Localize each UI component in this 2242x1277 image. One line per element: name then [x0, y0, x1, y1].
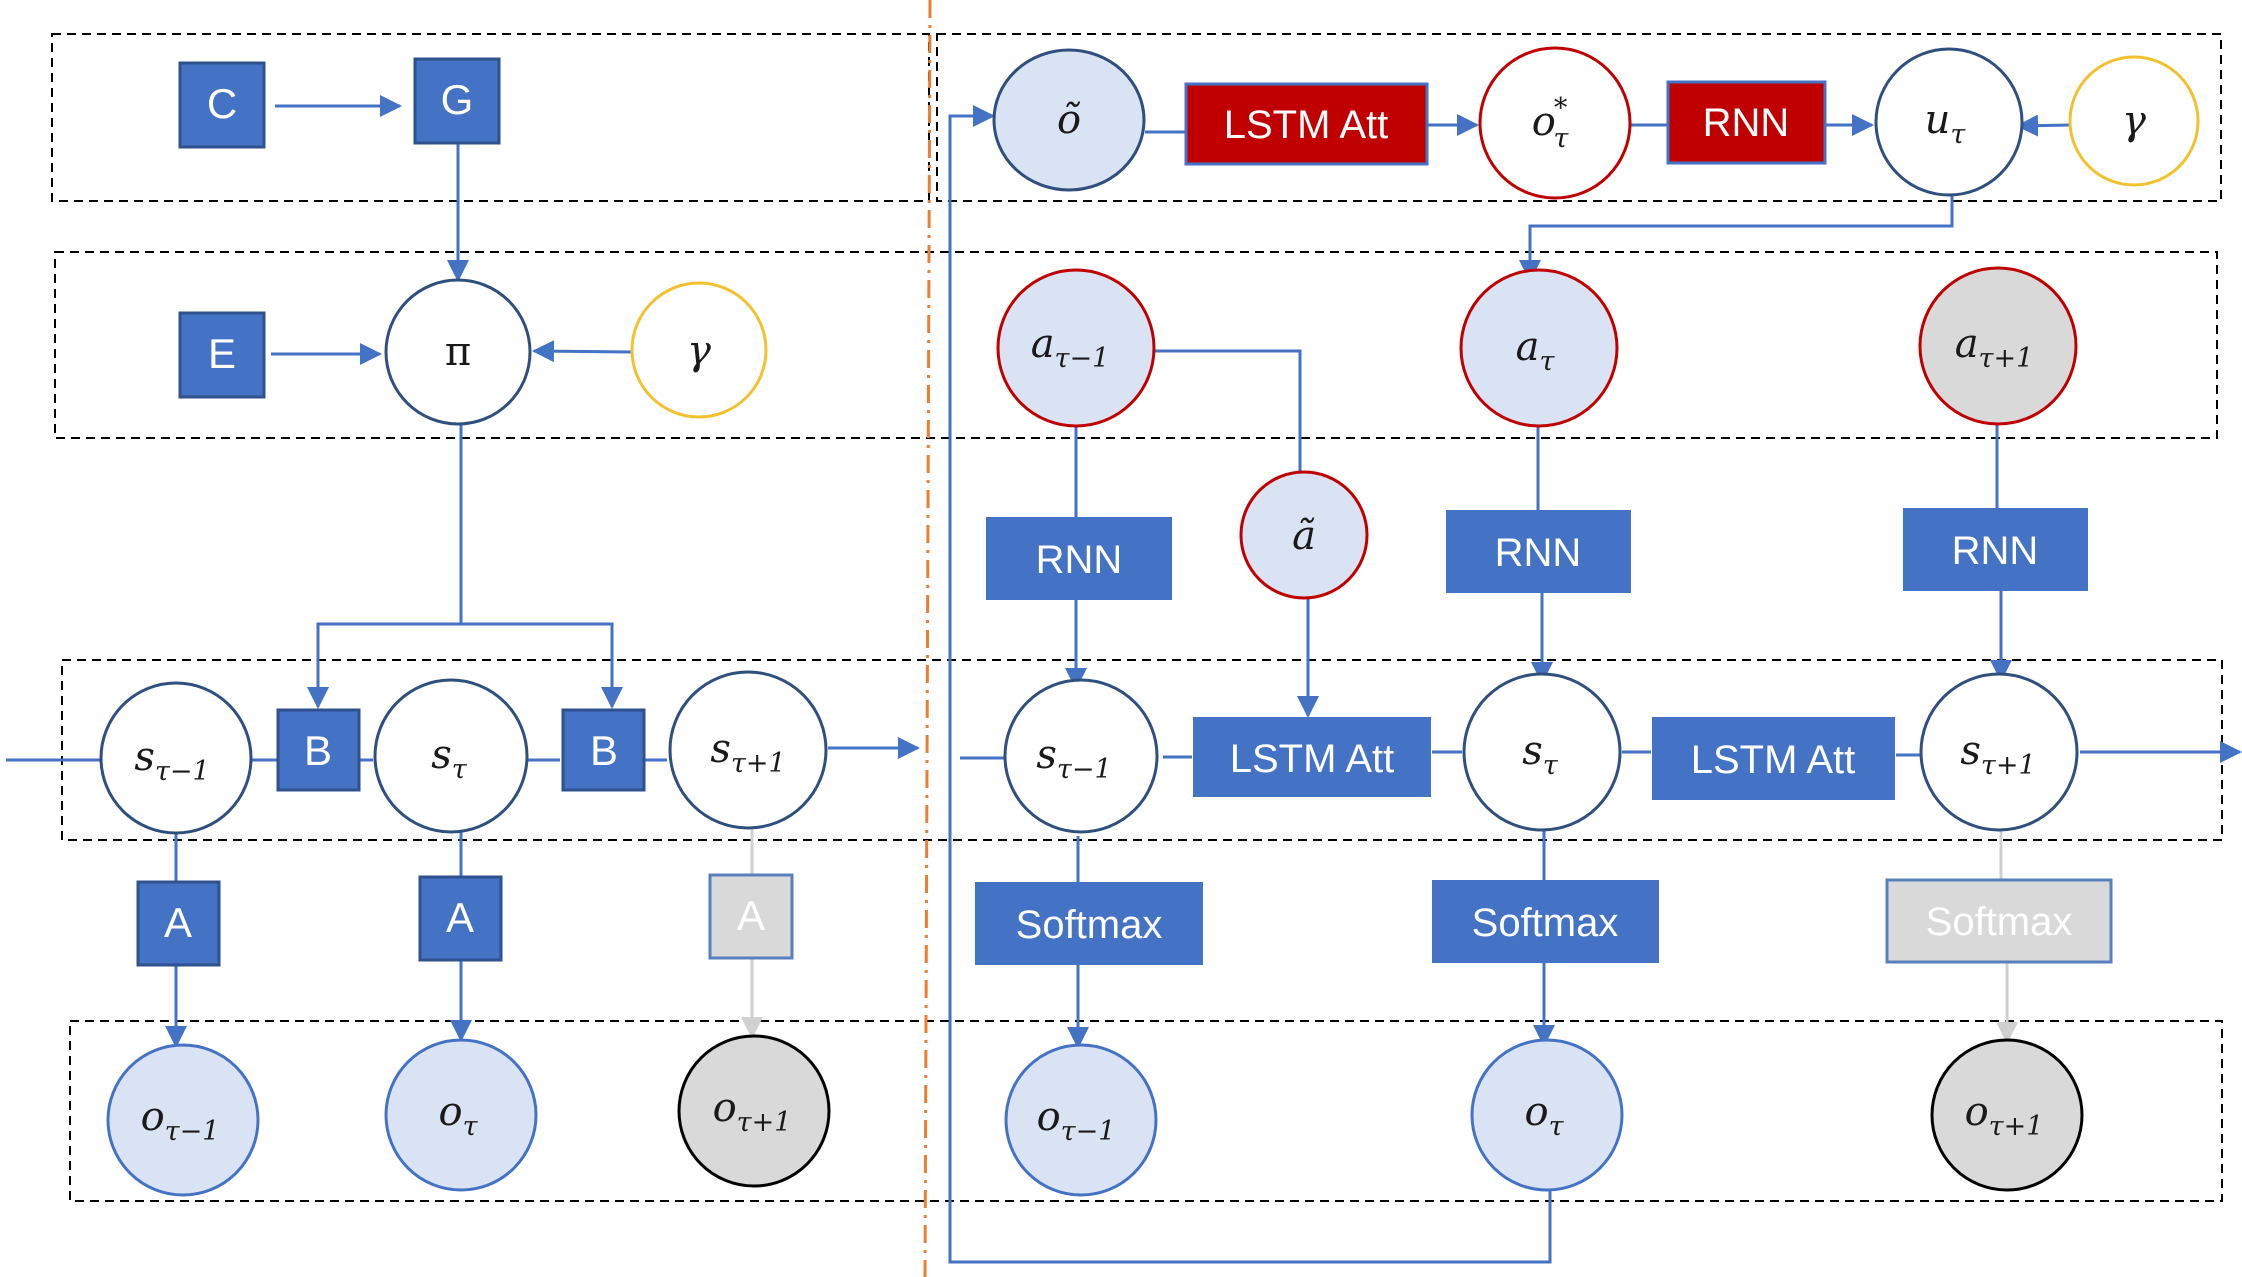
square-a-3: A [708, 873, 794, 960]
lstm-att-mid-box-2: LSTM Att [1652, 717, 1895, 800]
o-tilde-node: õ [992, 48, 1146, 192]
state-node-right-3: sτ+1 [1919, 672, 2079, 832]
svg-text:aτ+1: aτ+1 [1955, 321, 2034, 374]
svg-text:sτ: sτ [1522, 728, 1559, 781]
rnn-top-label: RNN [1703, 101, 1790, 145]
pi-node: π [384, 278, 532, 426]
softmax-box-1: Softmax [975, 882, 1203, 965]
u-node: uτ [1874, 47, 2024, 197]
gamma-right-label: γ [2122, 98, 2146, 144]
svg-text:sτ+1: sτ+1 [710, 726, 785, 779]
right-top-group-box [936, 33, 2222, 202]
group-boxes [51, 33, 2223, 1202]
softmax-box-3: Softmax [1885, 878, 2113, 964]
o-tilde-label: õ [1057, 97, 1081, 143]
observation-node-right-3: oτ+1 [1930, 1038, 2084, 1192]
svg-text:sτ+1: sτ+1 [1960, 728, 2035, 781]
softmax-2-label: Softmax [1472, 901, 1619, 945]
square-a3-label: A [737, 892, 765, 939]
observation-node-left-1: oτ−1 [106, 1043, 260, 1197]
state-node-left-1: sτ−1 [99, 681, 253, 835]
lstm-att-mid-box-1: LSTM Att [1193, 717, 1431, 797]
svg-text:sτ−1: sτ−1 [134, 734, 209, 787]
right-connectors [948, 105, 2242, 1264]
observation-node-left-2: oτ [384, 1038, 538, 1192]
svg-text:uτ: uτ [1925, 97, 1967, 150]
svg-text:oτ: oτ [438, 1089, 478, 1142]
left-connectors [6, 95, 920, 1048]
action-node-3: aτ+1 [1918, 266, 2078, 426]
a-tilde-node: ã [1239, 470, 1369, 600]
a-tilde-label: ã [1292, 513, 1316, 559]
svg-text:oτ+1: oτ+1 [713, 1085, 792, 1138]
pi-label: π [445, 329, 471, 375]
state-node-left-2: sτ [373, 678, 529, 834]
state-node-right-1: sτ−1 [1003, 678, 1159, 834]
rnn-box-2-label: RNN [1495, 531, 1582, 575]
square-b2-label: B [590, 727, 618, 774]
rnn-box-1: RNN [986, 517, 1172, 600]
observation-node-left-3: oτ+1 [677, 1034, 831, 1188]
lstm-att-top-label: LSTM Att [1224, 103, 1389, 147]
square-b-2: B [561, 708, 646, 792]
softmax-1-label: Softmax [1016, 903, 1163, 947]
state-node-left-3: sτ+1 [668, 670, 828, 830]
svg-text:aτ: aτ [1516, 324, 1556, 377]
rnn-box-3: RNN [1903, 508, 2088, 591]
square-g-label: G [441, 76, 474, 123]
rnn-box-1-label: RNN [1036, 538, 1123, 582]
softmax-box-2: Softmax [1432, 880, 1659, 963]
observation-group-box [69, 1020, 2223, 1202]
square-e: E [178, 311, 266, 399]
gamma-left-label: γ [687, 328, 711, 374]
right-gray-connectors [1996, 827, 2018, 1044]
softmax-3-label: Softmax [1926, 900, 2073, 944]
svg-text:oτ−1: oτ−1 [141, 1094, 220, 1147]
left-policy-group-box [54, 251, 2218, 439]
svg-text:aτ−1: aτ−1 [1031, 321, 1110, 374]
svg-text:sτ: sτ [431, 732, 468, 785]
square-a-2: A [418, 875, 503, 962]
action-node-1: aτ−1 [996, 268, 1156, 428]
square-b1-label: B [304, 727, 332, 774]
lstm-att-mid-2-label: LSTM Att [1691, 738, 1856, 782]
rnn-top-box: RNN [1666, 80, 1827, 165]
observation-node-right-1: oτ−1 [1004, 1043, 1158, 1197]
square-g: G [413, 57, 501, 145]
square-b-1: B [276, 708, 361, 792]
rnn-box-2: RNN [1446, 510, 1631, 593]
square-c-label: C [207, 80, 237, 127]
gamma-node-left: γ [630, 281, 768, 419]
o-star-node: o* τ [1478, 46, 1632, 200]
gamma-node-right: γ [2068, 55, 2200, 187]
svg-text:sτ−1: sτ−1 [1036, 732, 1111, 785]
svg-text:oτ: oτ [1524, 1089, 1564, 1142]
observation-node-right-2: oτ [1470, 1038, 1624, 1192]
rnn-box-3-label: RNN [1952, 529, 2039, 573]
action-node-2: aτ [1459, 268, 1619, 428]
square-c: C [178, 61, 266, 149]
square-a-1: A [136, 880, 221, 967]
square-e-label: E [208, 330, 236, 377]
square-a2-label: A [446, 894, 474, 941]
svg-text:o*τ: o* τ [1532, 93, 1570, 154]
model-divider [923, 0, 932, 1277]
square-a1-label: A [164, 899, 192, 946]
lstm-att-top-box: LSTM Att [1184, 82, 1429, 166]
state-node-right-2: sτ [1462, 672, 1622, 832]
svg-text:oτ−1: oτ−1 [1037, 1094, 1116, 1147]
lstm-att-mid-1-label: LSTM Att [1230, 737, 1395, 781]
svg-text:oτ+1: oτ+1 [1965, 1089, 2044, 1142]
